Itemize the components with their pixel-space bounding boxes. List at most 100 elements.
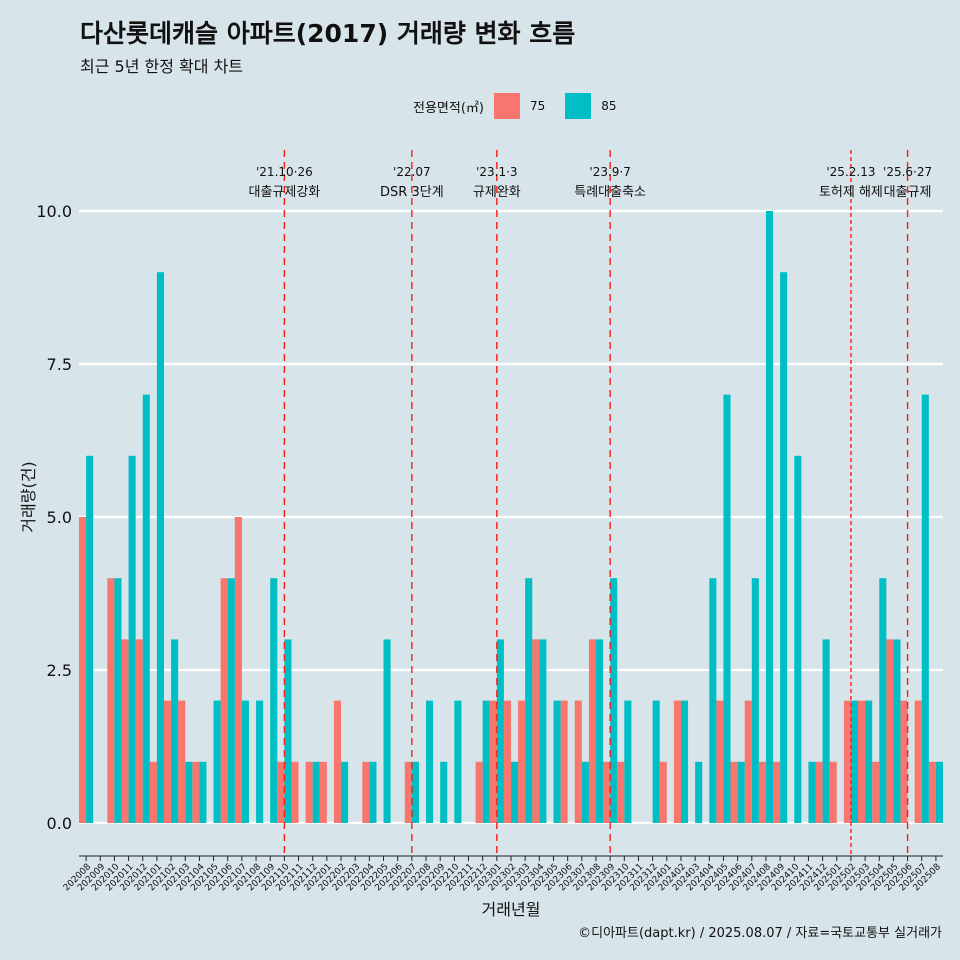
bar-75-202202 xyxy=(333,700,342,823)
bar-85-202507 xyxy=(921,394,929,823)
bar-85-202308 xyxy=(595,639,604,823)
bar-75-202011 xyxy=(121,639,129,823)
bar-75-202504 xyxy=(872,761,880,823)
bar-75-202503 xyxy=(858,700,866,823)
bar-85-202403 xyxy=(695,761,703,823)
bar-85-202504 xyxy=(879,578,887,823)
event-date-label: '25.2.13 xyxy=(826,165,875,179)
bar-75-202309 xyxy=(603,761,611,823)
y-tick-label: 10.0 xyxy=(36,202,72,221)
bar-85-202207 xyxy=(411,761,419,823)
bar-75-202409 xyxy=(773,761,781,823)
bar-75-202310 xyxy=(617,761,625,823)
y-tick-label: 7.5 xyxy=(47,355,72,374)
bar-85-202210 xyxy=(454,700,462,823)
bar-75-202102 xyxy=(163,700,172,823)
bar-75-202111 xyxy=(291,761,299,823)
y-axis-title: 거래량(건) xyxy=(19,461,38,532)
bar-85-202303 xyxy=(525,578,533,823)
bar-85-202103 xyxy=(185,761,193,823)
bar-85-202410 xyxy=(794,455,802,823)
bar-85-202302 xyxy=(511,761,519,823)
bar-85-202107 xyxy=(241,700,249,823)
legend-title: 전용면적(㎡) xyxy=(413,100,484,116)
bar-85-202405 xyxy=(723,394,731,823)
bar-85-202205 xyxy=(383,639,391,823)
bar-75-202505 xyxy=(886,639,894,823)
bar-75-202103 xyxy=(178,700,186,823)
bar-75-202212 xyxy=(475,761,483,823)
event-name-label: DSR 3단계 xyxy=(380,185,444,200)
bar-85-202112 xyxy=(312,761,320,823)
bar-85-202402 xyxy=(680,700,689,823)
bar-75-202302 xyxy=(503,700,511,823)
bar-75-202301 xyxy=(489,700,497,823)
bar-75-202308 xyxy=(588,639,596,823)
bar-85-202110 xyxy=(284,639,292,823)
bar-85-202304 xyxy=(539,639,547,823)
bar-75-202207 xyxy=(404,761,412,823)
bar-75-202008 xyxy=(79,517,87,823)
bar-85-202411 xyxy=(808,761,816,823)
bar-75-202307 xyxy=(574,700,582,823)
bar-75-202110 xyxy=(277,761,285,823)
y-tick-label: 0.0 xyxy=(47,814,72,833)
event-date-label: '21.10·26 xyxy=(256,165,313,179)
bar-75-202408 xyxy=(758,761,766,823)
bar-85-202406 xyxy=(737,761,745,823)
bar-75-202412 xyxy=(815,761,823,823)
bar-85-202408 xyxy=(765,211,774,823)
chart-subtitle: 최근 5년 한정 확대 차트 xyxy=(80,57,244,76)
bar-85-202404 xyxy=(709,578,717,823)
bar-75-202401 xyxy=(659,761,667,823)
bar-85-202407 xyxy=(751,578,759,823)
bar-85-202209 xyxy=(440,761,448,823)
bar-85-202108 xyxy=(256,700,264,823)
legend-swatch-75 xyxy=(493,93,520,119)
bar-75-202112 xyxy=(305,761,313,823)
bar-75-202407 xyxy=(744,700,752,823)
bar-85-202106 xyxy=(227,578,235,823)
bar-75-202201 xyxy=(319,761,327,823)
bar-75-202010 xyxy=(107,578,115,823)
bar-85-202505 xyxy=(893,639,901,823)
bar-85-202301 xyxy=(496,639,504,823)
bar-75-202508 xyxy=(928,761,936,823)
event-date-label: '23.9·7 xyxy=(589,165,630,179)
bar-85-202409 xyxy=(780,272,788,823)
bar-85-202412 xyxy=(822,639,830,823)
source-caption: ©디아파트(dapt.kr) / 2025.08.07 / 자료=국토교통부 실… xyxy=(578,926,942,941)
bar-75-202306 xyxy=(560,700,568,823)
bar-85-202104 xyxy=(199,761,207,823)
bar-85-202305 xyxy=(553,700,561,823)
bar-85-202202 xyxy=(341,761,349,823)
event-name-label: 대출규제 xyxy=(884,185,932,200)
bar-75-202304 xyxy=(532,639,540,823)
bar-85-202208 xyxy=(426,700,434,823)
bar-85-202502 xyxy=(850,700,859,823)
bar-85-202204 xyxy=(369,761,377,823)
event-date-label: '22.07 xyxy=(393,165,431,179)
bar-75-202101 xyxy=(149,761,157,823)
bar-75-202107 xyxy=(234,517,242,823)
bar-85-202309 xyxy=(610,578,618,823)
bar-85-202101 xyxy=(156,272,164,823)
y-tick-label: 2.5 xyxy=(47,661,72,680)
chart-title: 다산롯데캐슬 아파트(2017) 거래량 변화 흐름 xyxy=(80,19,576,48)
bar-85-202307 xyxy=(581,761,589,823)
bar-75-202303 xyxy=(518,700,526,823)
event-name-label: 토허제 해제 xyxy=(819,185,883,200)
bar-75-202402 xyxy=(673,700,681,823)
bar-75-202104 xyxy=(192,761,200,823)
bar-85-202012 xyxy=(142,394,150,823)
bar-85-202212 xyxy=(482,700,490,823)
bar-85-202102 xyxy=(171,639,179,823)
bar-75-202012 xyxy=(135,639,143,823)
bar-85-202503 xyxy=(865,700,873,823)
legend: 전용면적(㎡) 75 85 xyxy=(413,92,637,120)
bar-85-202008 xyxy=(86,455,94,823)
event-name-label: 특례대출축소 xyxy=(574,185,646,200)
bar-75-202405 xyxy=(716,700,724,823)
event-date-label: '23.1·3 xyxy=(476,165,517,179)
bar-85-202109 xyxy=(270,578,278,823)
